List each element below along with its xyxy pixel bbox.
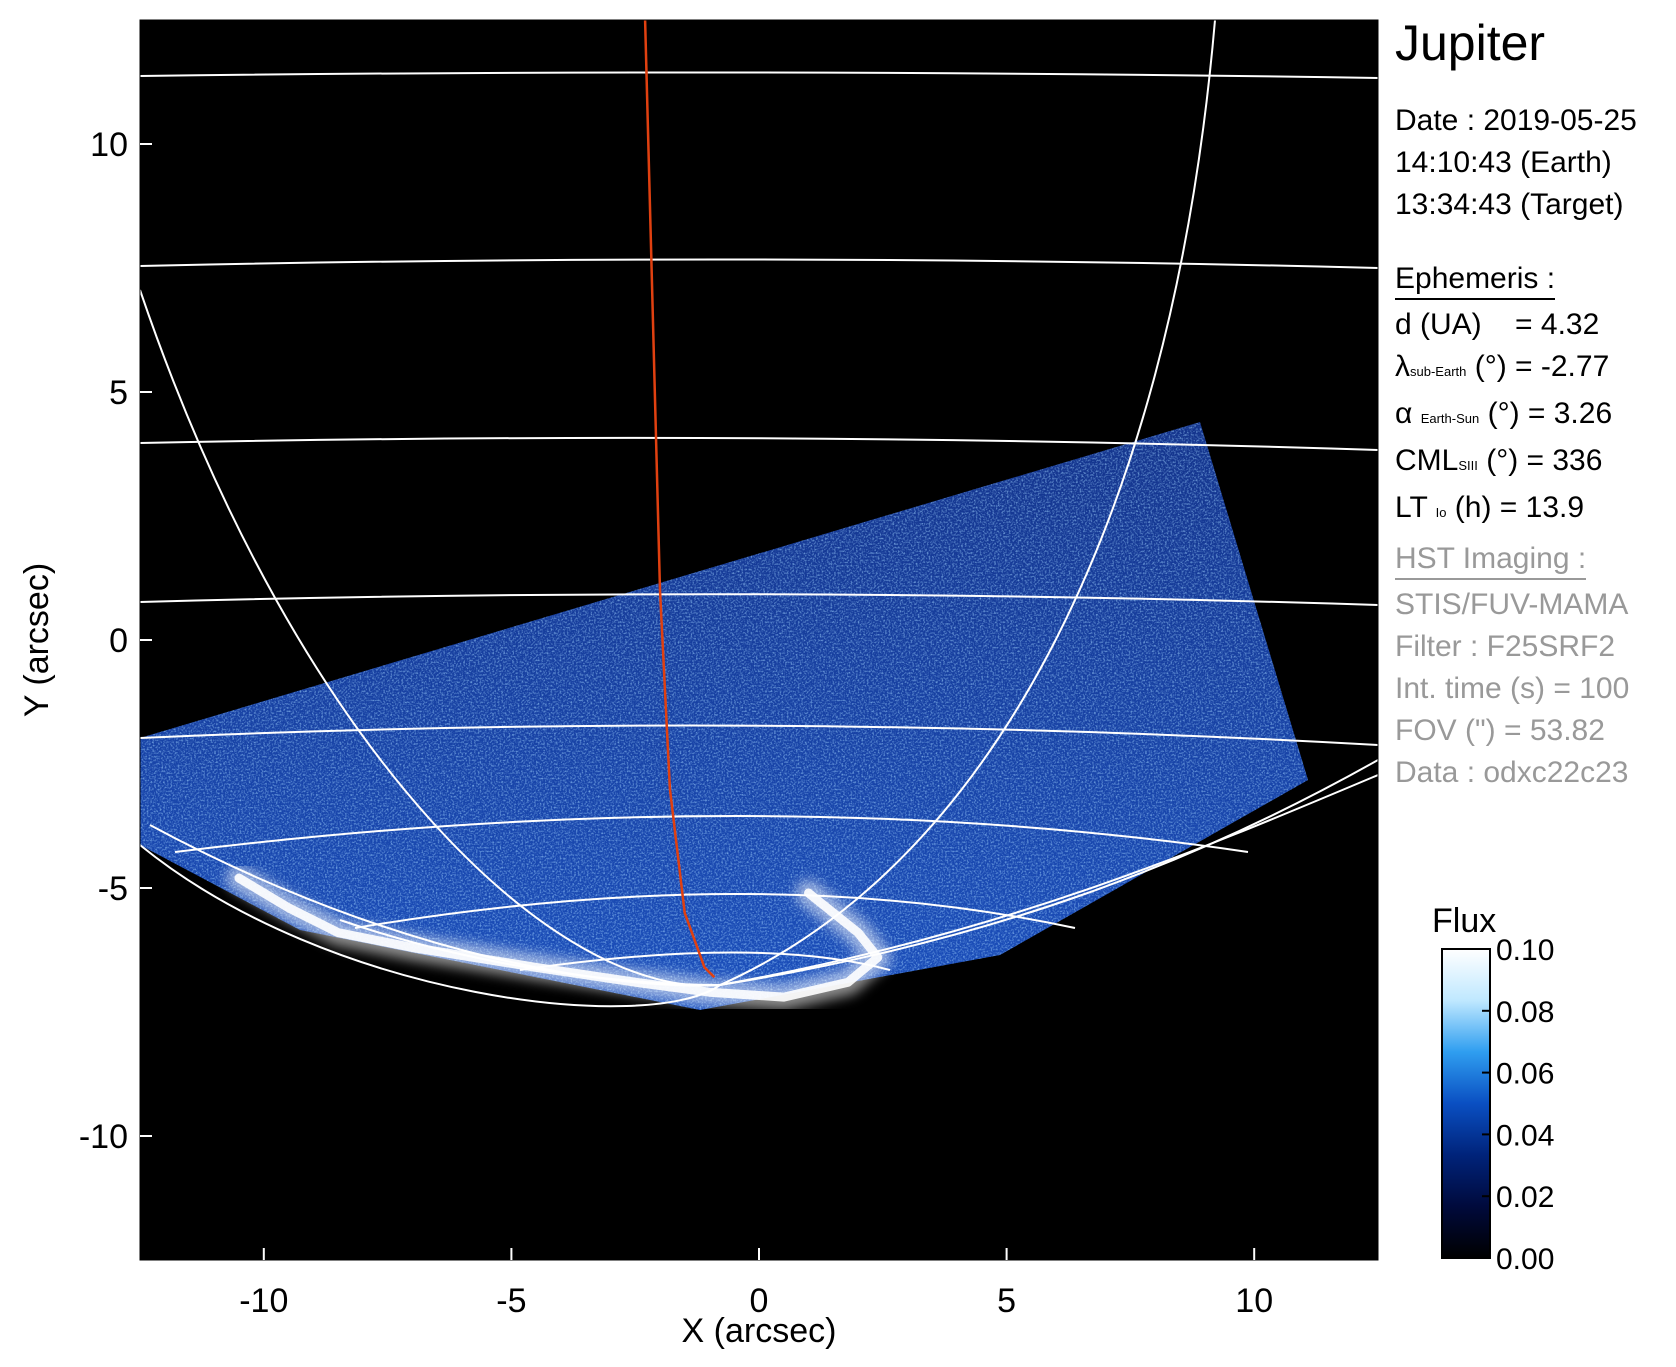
central-meridian-line [643, 20, 716, 979]
colorbar-title: Flux [1432, 902, 1497, 940]
axes: -10 -5 0 5 10 -10 -5 0 5 10 [79, 19, 1379, 1320]
alpha-subscript: Earth-Sun [1420, 411, 1480, 426]
x-axis-label: X (arcsec) [682, 1312, 837, 1350]
x-tick-label: -10 [239, 1282, 288, 1320]
hst-integration-time: Int. time (s) = 100 [1395, 672, 1630, 705]
grid-parallel [140, 724, 1378, 746]
grid-meridian [719, 774, 1378, 986]
planet-title: Jupiter [1395, 15, 1546, 71]
colorbar-tick-label: 0.02 [1496, 1181, 1554, 1214]
hst-fov: FOV (") = 53.82 [1395, 714, 1605, 747]
local-time-row: LT Io (h) = 13.9 [1395, 487, 1612, 534]
colorbar-scale [1441, 948, 1491, 1259]
target-time: 13:34:43 (Target) [1395, 188, 1624, 221]
grid-parallel [174, 815, 1249, 853]
y-tick-label: -5 [98, 870, 128, 908]
auroral-emission [226, 865, 891, 1011]
x-tick-label: -5 [496, 1282, 526, 1320]
cml-row: CMLSIII (°) = 336 [1395, 440, 1612, 487]
y-axis-label: Y (arcsec) [18, 563, 56, 717]
lambda-subscript: sub-Earth [1410, 364, 1467, 379]
distance-value: = 4.32 [1515, 308, 1600, 341]
colorbar-unit-text: (counts.s [1337, 1074, 1368, 1188]
aurora-oval [234, 873, 883, 1002]
hst-instrument: STIS/FUV-MAMA [1395, 588, 1629, 621]
sub-earth-longitude-row: λsub-Earth (°) = -2.77 [1395, 346, 1612, 393]
lambda-symbol: λ [1395, 350, 1410, 383]
y-tick-label: -10 [79, 1118, 128, 1156]
colorbar-unit: (counts.s-1) [1337, 1052, 1369, 1187]
colorbar-unit-exponent: -1 [1338, 1061, 1355, 1075]
lt-symbol: LT [1395, 491, 1428, 524]
colorbar-tick-label: 0.08 [1496, 996, 1554, 1029]
grid-meridian [719, 759, 1378, 986]
grid-parallel [140, 71, 1378, 79]
fov-noise [140, 422, 1308, 1010]
central-meridian [643, 20, 716, 979]
lt-subscript: Io [1435, 505, 1447, 520]
hst-imaging-block: HST Imaging : STIS/FUV-MAMA Filter : F25… [1395, 538, 1629, 794]
cml-symbol: CML [1395, 444, 1459, 477]
lt-value: (h) = 13.9 [1454, 491, 1585, 524]
grid-parallel [354, 893, 1076, 929]
cml-subscript: SIII [1458, 458, 1478, 473]
x-tick-label: 10 [1235, 1282, 1273, 1320]
ephemeris-heading: Ephemeris : [1395, 260, 1556, 300]
cml-value: (°) = 336 [1486, 444, 1603, 477]
ephemeris-block: Ephemeris : d (UA) = 4.32 λsub-Earth (°)… [1395, 258, 1612, 534]
colorbar-tick-label: 0.04 [1496, 1119, 1554, 1152]
phase-angle-row: α Earth-Sun (°) = 3.26 [1395, 393, 1612, 440]
earth-time: 14:10:43 (Earth) [1395, 146, 1612, 179]
colorbar-tick-label: 0.06 [1496, 1058, 1554, 1091]
distance-label: d (UA) [1395, 308, 1482, 341]
x-tick-label: 5 [997, 1282, 1016, 1320]
alpha-symbol: α [1395, 397, 1413, 430]
alpha-value: (°) = 3.26 [1487, 397, 1613, 430]
hst-heading: HST Imaging : [1395, 540, 1587, 580]
colorbar-tick-label: 0.00 [1496, 1243, 1554, 1276]
lambda-value: (°) = -2.77 [1474, 350, 1610, 383]
x-tick-label: 0 [750, 1282, 769, 1320]
y-tick-label: 10 [90, 126, 128, 164]
grid-parallel [140, 258, 1378, 269]
observation-date: Date : 2019-05-25 [1395, 104, 1637, 137]
y-tick-label: 5 [109, 374, 128, 412]
grid-parallel [140, 593, 1378, 606]
y-tick-label: 0 [109, 622, 128, 660]
date-block: Date : 2019-05-25 14:10:43 (Earth) 13:34… [1395, 100, 1637, 226]
colorbar-unit-close: ) [1337, 1052, 1368, 1062]
hst-filter: Filter : F25SRF2 [1395, 630, 1616, 663]
colorbar-tick-label: 0.10 [1496, 934, 1554, 967]
grid-meridian [140, 844, 721, 1008]
grid-parallel [140, 436, 1378, 451]
distance-row: d (UA) = 4.32 [1395, 304, 1612, 346]
hst-data-id: Data : odxc22c23 [1395, 756, 1629, 789]
colorbar: 0.00 0.02 0.04 0.06 0.08 0.10 [1441, 934, 1554, 1276]
